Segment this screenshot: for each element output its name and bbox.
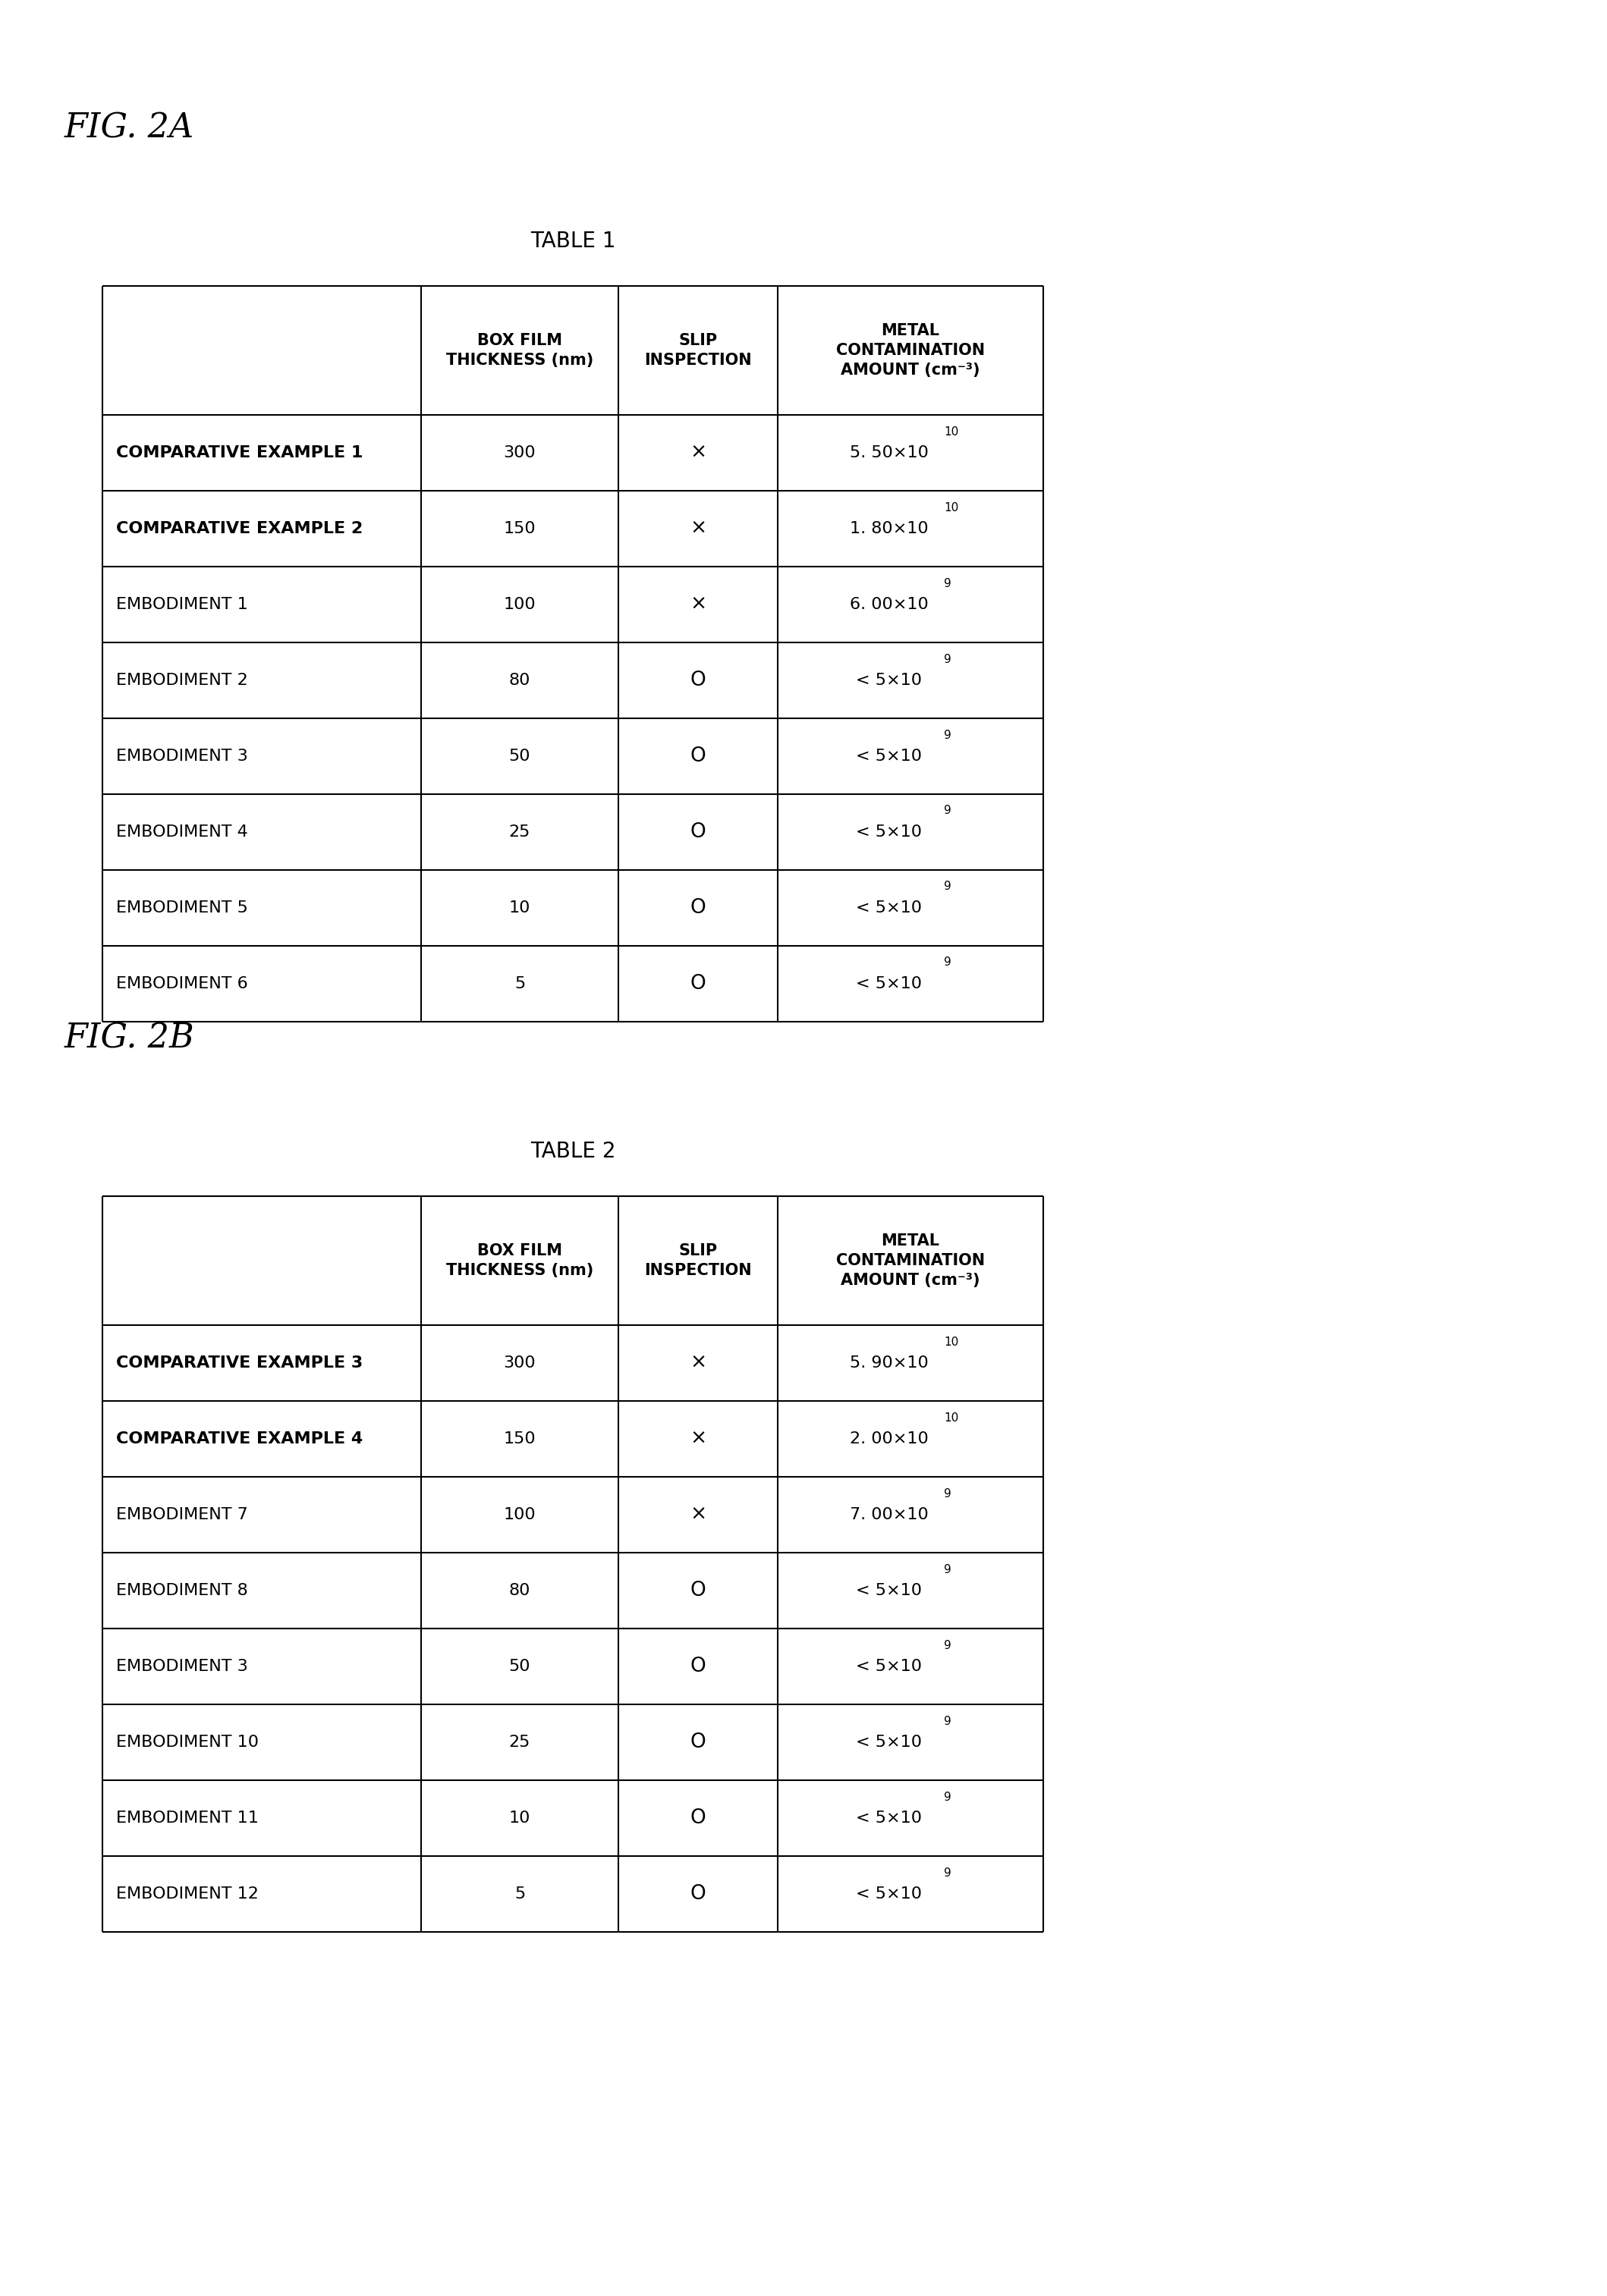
- Text: 150: 150: [503, 1430, 535, 1446]
- Text: 9: 9: [943, 806, 951, 817]
- Text: < 5×10: < 5×10: [857, 673, 922, 689]
- Text: O: O: [689, 1885, 705, 1903]
- Text: EMBODIMENT 7: EMBODIMENT 7: [116, 1506, 247, 1522]
- Text: EMBODIMENT 5: EMBODIMENT 5: [116, 900, 247, 916]
- Text: EMBODIMENT 6: EMBODIMENT 6: [116, 976, 247, 992]
- Text: EMBODIMENT 3: EMBODIMENT 3: [116, 748, 247, 765]
- Text: BOX FILM
THICKNESS (nm): BOX FILM THICKNESS (nm): [447, 333, 593, 367]
- Text: EMBODIMENT 3: EMBODIMENT 3: [116, 1658, 247, 1674]
- Text: TABLE 1: TABLE 1: [530, 230, 615, 253]
- Text: 9: 9: [943, 1488, 951, 1499]
- Text: 7. 00×10: 7. 00×10: [850, 1506, 929, 1522]
- Text: EMBODIMENT 12: EMBODIMENT 12: [116, 1887, 259, 1901]
- Text: FIG. 2A: FIG. 2A: [64, 113, 194, 145]
- Text: 9: 9: [943, 882, 951, 893]
- Text: BOX FILM
THICKNESS (nm): BOX FILM THICKNESS (nm): [447, 1244, 593, 1279]
- Text: 10: 10: [943, 1336, 958, 1348]
- Text: METAL
CONTAMINATION
AMOUNT (cm⁻³): METAL CONTAMINATION AMOUNT (cm⁻³): [836, 1233, 985, 1288]
- Text: < 5×10: < 5×10: [857, 1812, 922, 1825]
- Text: O: O: [689, 1733, 705, 1752]
- Text: ×: ×: [689, 519, 707, 540]
- Text: 100: 100: [503, 597, 535, 613]
- Text: 150: 150: [503, 521, 535, 537]
- Text: 9: 9: [943, 654, 951, 666]
- Text: 25: 25: [509, 1736, 530, 1750]
- Text: 5. 50×10: 5. 50×10: [850, 445, 929, 461]
- Text: ×: ×: [689, 1352, 707, 1373]
- Text: EMBODIMENT 1: EMBODIMENT 1: [116, 597, 247, 613]
- Text: 300: 300: [503, 445, 535, 461]
- Text: 9: 9: [943, 1715, 951, 1727]
- Text: 9: 9: [943, 1564, 951, 1575]
- Text: FIG. 2B: FIG. 2B: [64, 1022, 194, 1054]
- Text: 25: 25: [509, 824, 530, 840]
- Text: SLIP
INSPECTION: SLIP INSPECTION: [644, 333, 752, 367]
- Text: 9: 9: [943, 730, 951, 742]
- Text: 9: 9: [943, 957, 951, 969]
- Text: 10: 10: [943, 425, 958, 436]
- Text: < 5×10: < 5×10: [857, 900, 922, 916]
- Text: O: O: [689, 1580, 705, 1600]
- Text: 300: 300: [503, 1355, 535, 1371]
- Text: 10: 10: [943, 503, 958, 512]
- Text: 50: 50: [509, 1658, 530, 1674]
- Text: EMBODIMENT 4: EMBODIMENT 4: [116, 824, 247, 840]
- Text: 10: 10: [509, 1812, 530, 1825]
- Text: EMBODIMENT 11: EMBODIMENT 11: [116, 1812, 259, 1825]
- Text: < 5×10: < 5×10: [857, 1582, 922, 1598]
- Text: < 5×10: < 5×10: [857, 748, 922, 765]
- Text: O: O: [689, 1658, 705, 1676]
- Text: EMBODIMENT 10: EMBODIMENT 10: [116, 1736, 259, 1750]
- Text: 6. 00×10: 6. 00×10: [850, 597, 929, 613]
- Text: 9: 9: [943, 579, 951, 590]
- Text: O: O: [689, 746, 705, 767]
- Text: TABLE 2: TABLE 2: [530, 1141, 615, 1162]
- Text: < 5×10: < 5×10: [857, 824, 922, 840]
- Text: 9: 9: [943, 1791, 951, 1802]
- Text: O: O: [689, 898, 705, 918]
- Text: EMBODIMENT 2: EMBODIMENT 2: [116, 673, 247, 689]
- Text: EMBODIMENT 8: EMBODIMENT 8: [116, 1582, 247, 1598]
- Text: O: O: [689, 822, 705, 843]
- Text: SLIP
INSPECTION: SLIP INSPECTION: [644, 1244, 752, 1279]
- Text: 5: 5: [514, 1887, 525, 1901]
- Text: 80: 80: [509, 673, 530, 689]
- Text: 80: 80: [509, 1582, 530, 1598]
- Text: ×: ×: [689, 443, 707, 464]
- Text: < 5×10: < 5×10: [857, 976, 922, 992]
- Text: METAL
CONTAMINATION
AMOUNT (cm⁻³): METAL CONTAMINATION AMOUNT (cm⁻³): [836, 324, 985, 377]
- Text: O: O: [689, 1809, 705, 1828]
- Text: 10: 10: [509, 900, 530, 916]
- Text: O: O: [689, 974, 705, 994]
- Text: O: O: [689, 670, 705, 691]
- Text: 9: 9: [943, 1639, 951, 1651]
- Text: 5: 5: [514, 976, 525, 992]
- Text: 9: 9: [943, 1867, 951, 1878]
- Text: COMPARATIVE EXAMPLE 1: COMPARATIVE EXAMPLE 1: [116, 445, 363, 461]
- Text: < 5×10: < 5×10: [857, 1658, 922, 1674]
- Text: COMPARATIVE EXAMPLE 3: COMPARATIVE EXAMPLE 3: [116, 1355, 363, 1371]
- Text: 1. 80×10: 1. 80×10: [850, 521, 929, 537]
- Text: 50: 50: [509, 748, 530, 765]
- Text: 2. 00×10: 2. 00×10: [850, 1430, 929, 1446]
- Text: 100: 100: [503, 1506, 535, 1522]
- Text: ×: ×: [689, 595, 707, 615]
- Text: ×: ×: [689, 1428, 707, 1449]
- Text: < 5×10: < 5×10: [857, 1887, 922, 1901]
- Text: ×: ×: [689, 1504, 707, 1525]
- Text: COMPARATIVE EXAMPLE 4: COMPARATIVE EXAMPLE 4: [116, 1430, 363, 1446]
- Text: 5. 90×10: 5. 90×10: [850, 1355, 929, 1371]
- Text: < 5×10: < 5×10: [857, 1736, 922, 1750]
- Text: COMPARATIVE EXAMPLE 2: COMPARATIVE EXAMPLE 2: [116, 521, 363, 537]
- Text: 10: 10: [943, 1412, 958, 1424]
